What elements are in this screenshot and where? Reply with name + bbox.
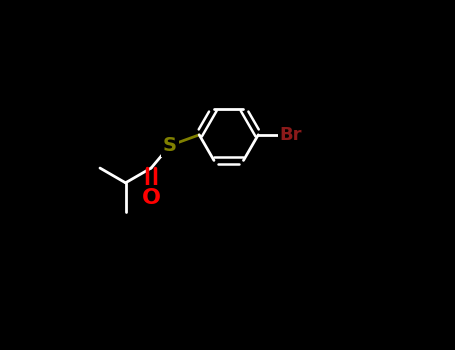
Text: O: O: [142, 188, 161, 208]
Text: S: S: [163, 136, 177, 155]
Text: Br: Br: [279, 126, 302, 144]
